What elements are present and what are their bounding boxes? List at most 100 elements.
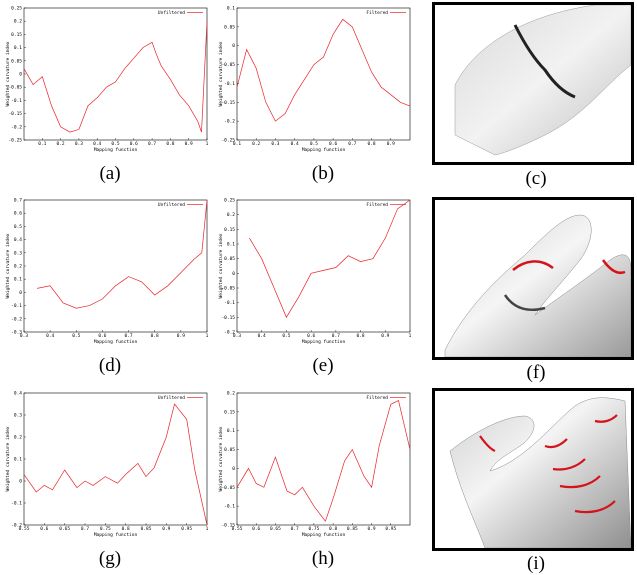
y-tick-label: -0.1 (11, 303, 22, 309)
x-tick-label: 0.6 (130, 141, 138, 147)
y-tick-label: -0.25 (221, 138, 235, 144)
y-tick-label: 0.1 (227, 428, 235, 434)
x-tick-label: 0.9 (185, 141, 193, 147)
y-tick-label: 0.6 (14, 211, 22, 217)
y-tick-label: 0.3 (14, 250, 22, 256)
y-tick-label: -0.15 (221, 315, 235, 321)
y-tick-label: 0 (19, 479, 22, 485)
series-line-e (249, 199, 411, 319)
plot-frame-b (236, 7, 411, 141)
x-tick-label: 0.4 (93, 141, 101, 147)
legend-label: Unfiltered (158, 202, 185, 208)
y-tick-label: 0.05 (224, 24, 235, 30)
caption-b: (b) (311, 163, 335, 184)
x-tick-label: 0.55 (19, 526, 30, 532)
y-tick-label: -0.1 (224, 81, 235, 87)
x-tick-label: 0.5 (72, 333, 80, 339)
x-tick-label: 0.7 (148, 141, 156, 147)
y-tick-label: 0.05 (11, 58, 22, 64)
caption-g: (g) (98, 548, 122, 569)
y-tick-label: 0.15 (11, 32, 22, 38)
x-tick-label: 0.7 (332, 333, 340, 339)
x-tick-label: 0.85 (347, 526, 358, 532)
y-tick-label: -0.2 (224, 330, 235, 336)
y-tick-label: 0.15 (224, 227, 235, 233)
x-tick-label: 0.75 (308, 526, 319, 532)
x-tick-label: 0.8 (357, 333, 365, 339)
x-tick-label: 0.6 (307, 333, 315, 339)
series-line-d (37, 199, 208, 309)
caption-a: (a) (99, 163, 121, 184)
plot-frame-e (236, 199, 411, 333)
y-axis-label: Weighted curvature index (5, 426, 11, 491)
plot-g: 0.55 0.6 0.65 0.7 0.75 0.8 0.85 0.9 0.95 1 0.4 0.3 0… (5, 391, 209, 539)
x-tick-label: 0.75 (100, 526, 111, 532)
x-tick-label: 0.2 (57, 141, 65, 147)
x-tick-label: 0.3 (271, 141, 279, 147)
y-tick-label: 0.4 (14, 237, 22, 243)
y-axis-label: Weighted curvature index (218, 426, 224, 491)
x-axis-label: Mapping function (302, 532, 346, 538)
x-tick-label: 0.65 (59, 526, 70, 532)
legend-label: Filtered (366, 10, 388, 16)
panel-e: 0.3 0.4 0.5 0.6 0.7 0.8 0.9 1 0.25 0.2 0.15 0.1 0.05… (213, 192, 418, 352)
panel-d: 0.3 0.4 0.5 0.6 0.7 0.8 0.9 1 0.7 0.6 0.5 0.4 0.3 0.2… (0, 192, 215, 352)
y-tick-label: 0.2 (14, 19, 22, 25)
plot-frame-h (236, 392, 411, 526)
y-tick-label: 0.5 (14, 224, 22, 230)
caption-c: (c) (525, 168, 547, 189)
x-tick-label: 0.1 (233, 141, 241, 147)
x-tick-label: 0.7 (81, 526, 89, 532)
series-line-b (236, 18, 411, 122)
x-axis-label: Mapping function (302, 339, 346, 345)
caption-d: (d) (98, 355, 122, 376)
plot-e: 0.3 0.4 0.5 0.6 0.7 0.8 0.9 1 0.25 0.2 0.15 0.1 0.05… (218, 198, 412, 346)
x-tick-label: 0.65 (270, 526, 281, 532)
x-tick-label: 0.9 (162, 526, 170, 532)
x-tick-label: 0.8 (166, 141, 174, 147)
x-tick-label: 0.2 (252, 141, 260, 147)
y-tick-label: -0.3 (11, 330, 22, 336)
x-tick-label: 0.8 (122, 526, 130, 532)
panel-a: 0.1 0.2 0.3 0.4 0.5 0.6 0.7 0.8 0.9 1 0.25 0.2 0.15 0… (0, 0, 215, 160)
y-tick-label: -0.2 (11, 523, 22, 529)
y-tick-label: -0.1 (224, 504, 235, 510)
y-tick-label: 0 (19, 72, 22, 78)
x-tick-label: 0.9 (177, 333, 185, 339)
y-tick-label: 0.7 (14, 198, 22, 204)
y-tick-label: 0.2 (14, 264, 22, 270)
x-tick-label: 0.95 (385, 526, 396, 532)
x-tick-label: 0.9 (387, 141, 395, 147)
x-tick-label: 0.85 (141, 526, 152, 532)
x-tick-label: 0.7 (348, 141, 356, 147)
y-axis-label: Weighted curvature index (5, 41, 11, 106)
x-tick-label: 1 (206, 141, 209, 147)
caption-h: (h) (311, 548, 335, 569)
y-tick-label: -0.25 (8, 138, 22, 144)
hand-mesh-render (444, 214, 631, 357)
x-tick-label: 0.3 (233, 333, 241, 339)
x-axis-label: Mapping function (94, 339, 138, 345)
caption-f: (f) (526, 362, 546, 383)
y-tick-label: 0.25 (11, 6, 22, 12)
y-axis-label: Weighted curvature index (218, 233, 224, 298)
caption-i: (i) (527, 553, 545, 574)
y-tick-label: -0.1 (11, 501, 22, 507)
y-axis-label: Weighted curvature index (5, 233, 11, 298)
legend-label: Unfiltered (158, 395, 185, 401)
plot-a: 0.1 0.2 0.3 0.4 0.5 0.6 0.7 0.8 0.9 1 0.25 0.2 0.15 0… (5, 6, 209, 154)
y-tick-label: -0.1 (11, 98, 22, 104)
y-tick-label: 0.2 (14, 435, 22, 441)
x-tick-label: 0.3 (75, 141, 83, 147)
plot-h: 0.55 0.6 0.65 0.7 0.75 0.8 0.85 0.9 0.95 0.2 0.15 0… (218, 391, 411, 538)
x-tick-label: 0.6 (329, 141, 337, 147)
y-tick-label: -0.2 (11, 124, 22, 130)
x-tick-label: 0.95 (181, 526, 192, 532)
x-tick-label: 0.9 (367, 526, 375, 532)
hand-fingers-mesh-render (449, 397, 631, 548)
y-tick-label: -0.05 (221, 485, 235, 491)
x-tick-label: 1 (206, 333, 209, 339)
wrist-mesh-render (454, 5, 631, 156)
x-tick-label: 1 (409, 333, 412, 339)
y-tick-label: -0.2 (224, 119, 235, 125)
